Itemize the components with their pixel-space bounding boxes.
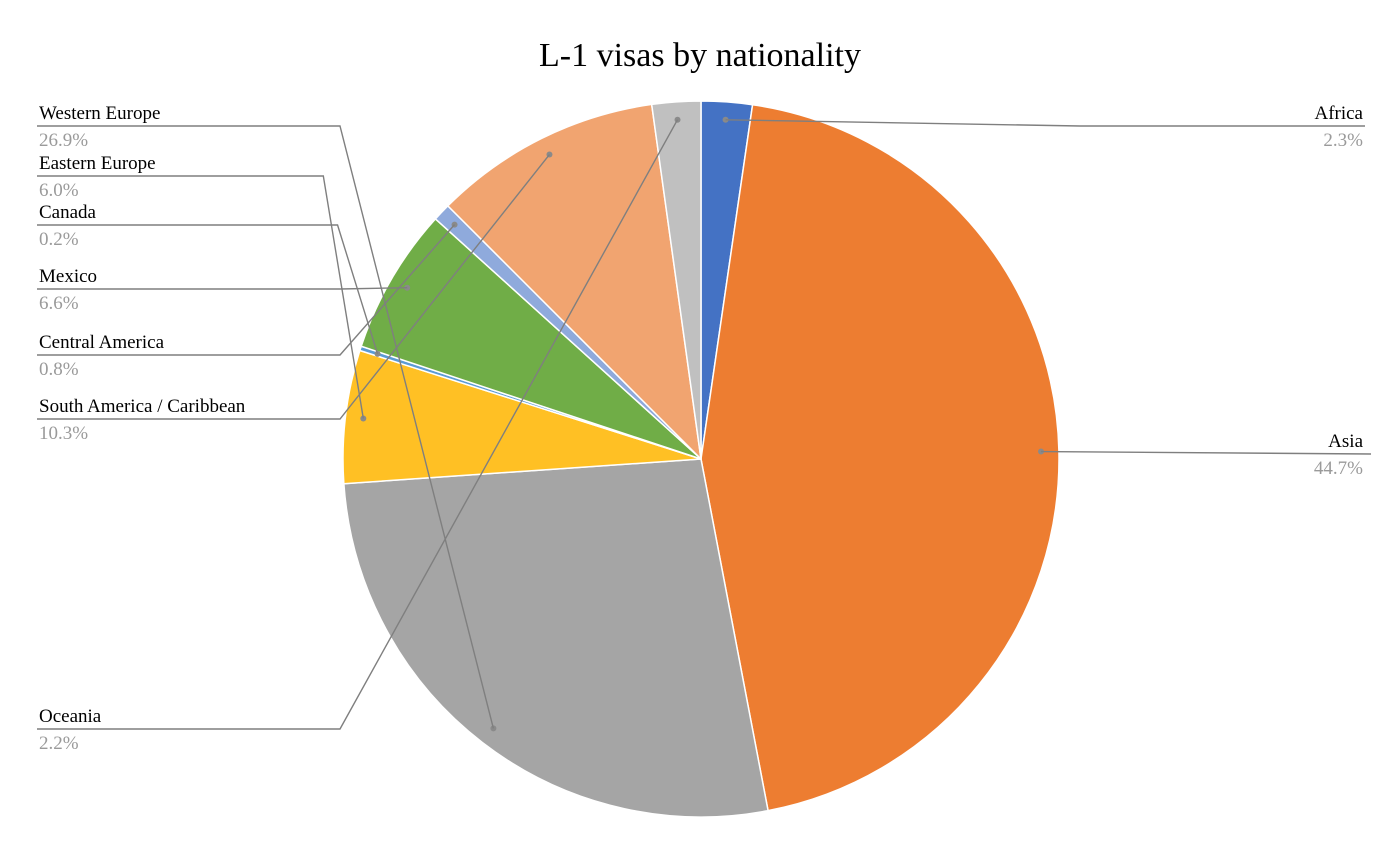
leader-line-asia <box>1041 450 1372 455</box>
leader-line-mexico <box>37 287 408 290</box>
chart-title: L-1 visas by nationality <box>539 37 861 74</box>
slice-value-eastern-europe: 6.0% <box>39 180 79 201</box>
slice-labels: Africa 2.3% Asia 44.7% Western Europe 26.9%Ea… <box>39 103 1364 754</box>
slice-value-canada: 0.2% <box>39 229 79 250</box>
slice-label-western-europe: Western Europe <box>39 103 160 124</box>
leader-line-oceania <box>37 119 679 730</box>
slice-value-mexico: 6.6% <box>39 293 79 314</box>
leader-line-central-america <box>37 224 456 356</box>
slice-label-south-america-caribbean: South America / Caribbean <box>39 396 246 417</box>
slice-label-asia: Asia <box>1328 431 1363 452</box>
slice-value-western-europe: 26.9% <box>39 130 88 151</box>
leader-line-canada <box>37 224 379 355</box>
leader-lines <box>37 116 1372 732</box>
slice-label-eastern-europe: Eastern Europe <box>39 153 156 174</box>
pie-slice-western-europe <box>343 458 769 818</box>
slice-label-canada: Canada <box>39 202 97 223</box>
leader-line-eastern-europe <box>37 175 365 419</box>
slice-label-central-america: Central America <box>39 332 165 353</box>
pie-slice-mexico <box>360 217 702 460</box>
leader-line-africa <box>725 119 1365 127</box>
slice-value-south-america-caribbean: 10.3% <box>39 423 88 444</box>
slice-value-oceania: 2.2% <box>39 733 79 754</box>
slice-value-central-america: 0.8% <box>39 359 79 380</box>
slice-label-mexico: Mexico <box>39 266 97 287</box>
slice-value-asia: 44.7% <box>1314 458 1363 479</box>
pie-slice-oceania <box>650 100 702 460</box>
pie-slice-eastern-europe <box>342 349 702 485</box>
slice-value-africa: 2.3% <box>1323 130 1363 151</box>
pie-slice-asia <box>700 103 1060 812</box>
leader-line-western-europe <box>37 125 495 729</box>
leader-line-south-america-caribbean <box>37 154 551 420</box>
pie-slices <box>342 100 1060 818</box>
pie-slice-south-america-caribbean <box>446 103 703 462</box>
slice-label-oceania: Oceania <box>39 706 102 727</box>
slice-label-africa: Africa <box>1314 103 1363 124</box>
